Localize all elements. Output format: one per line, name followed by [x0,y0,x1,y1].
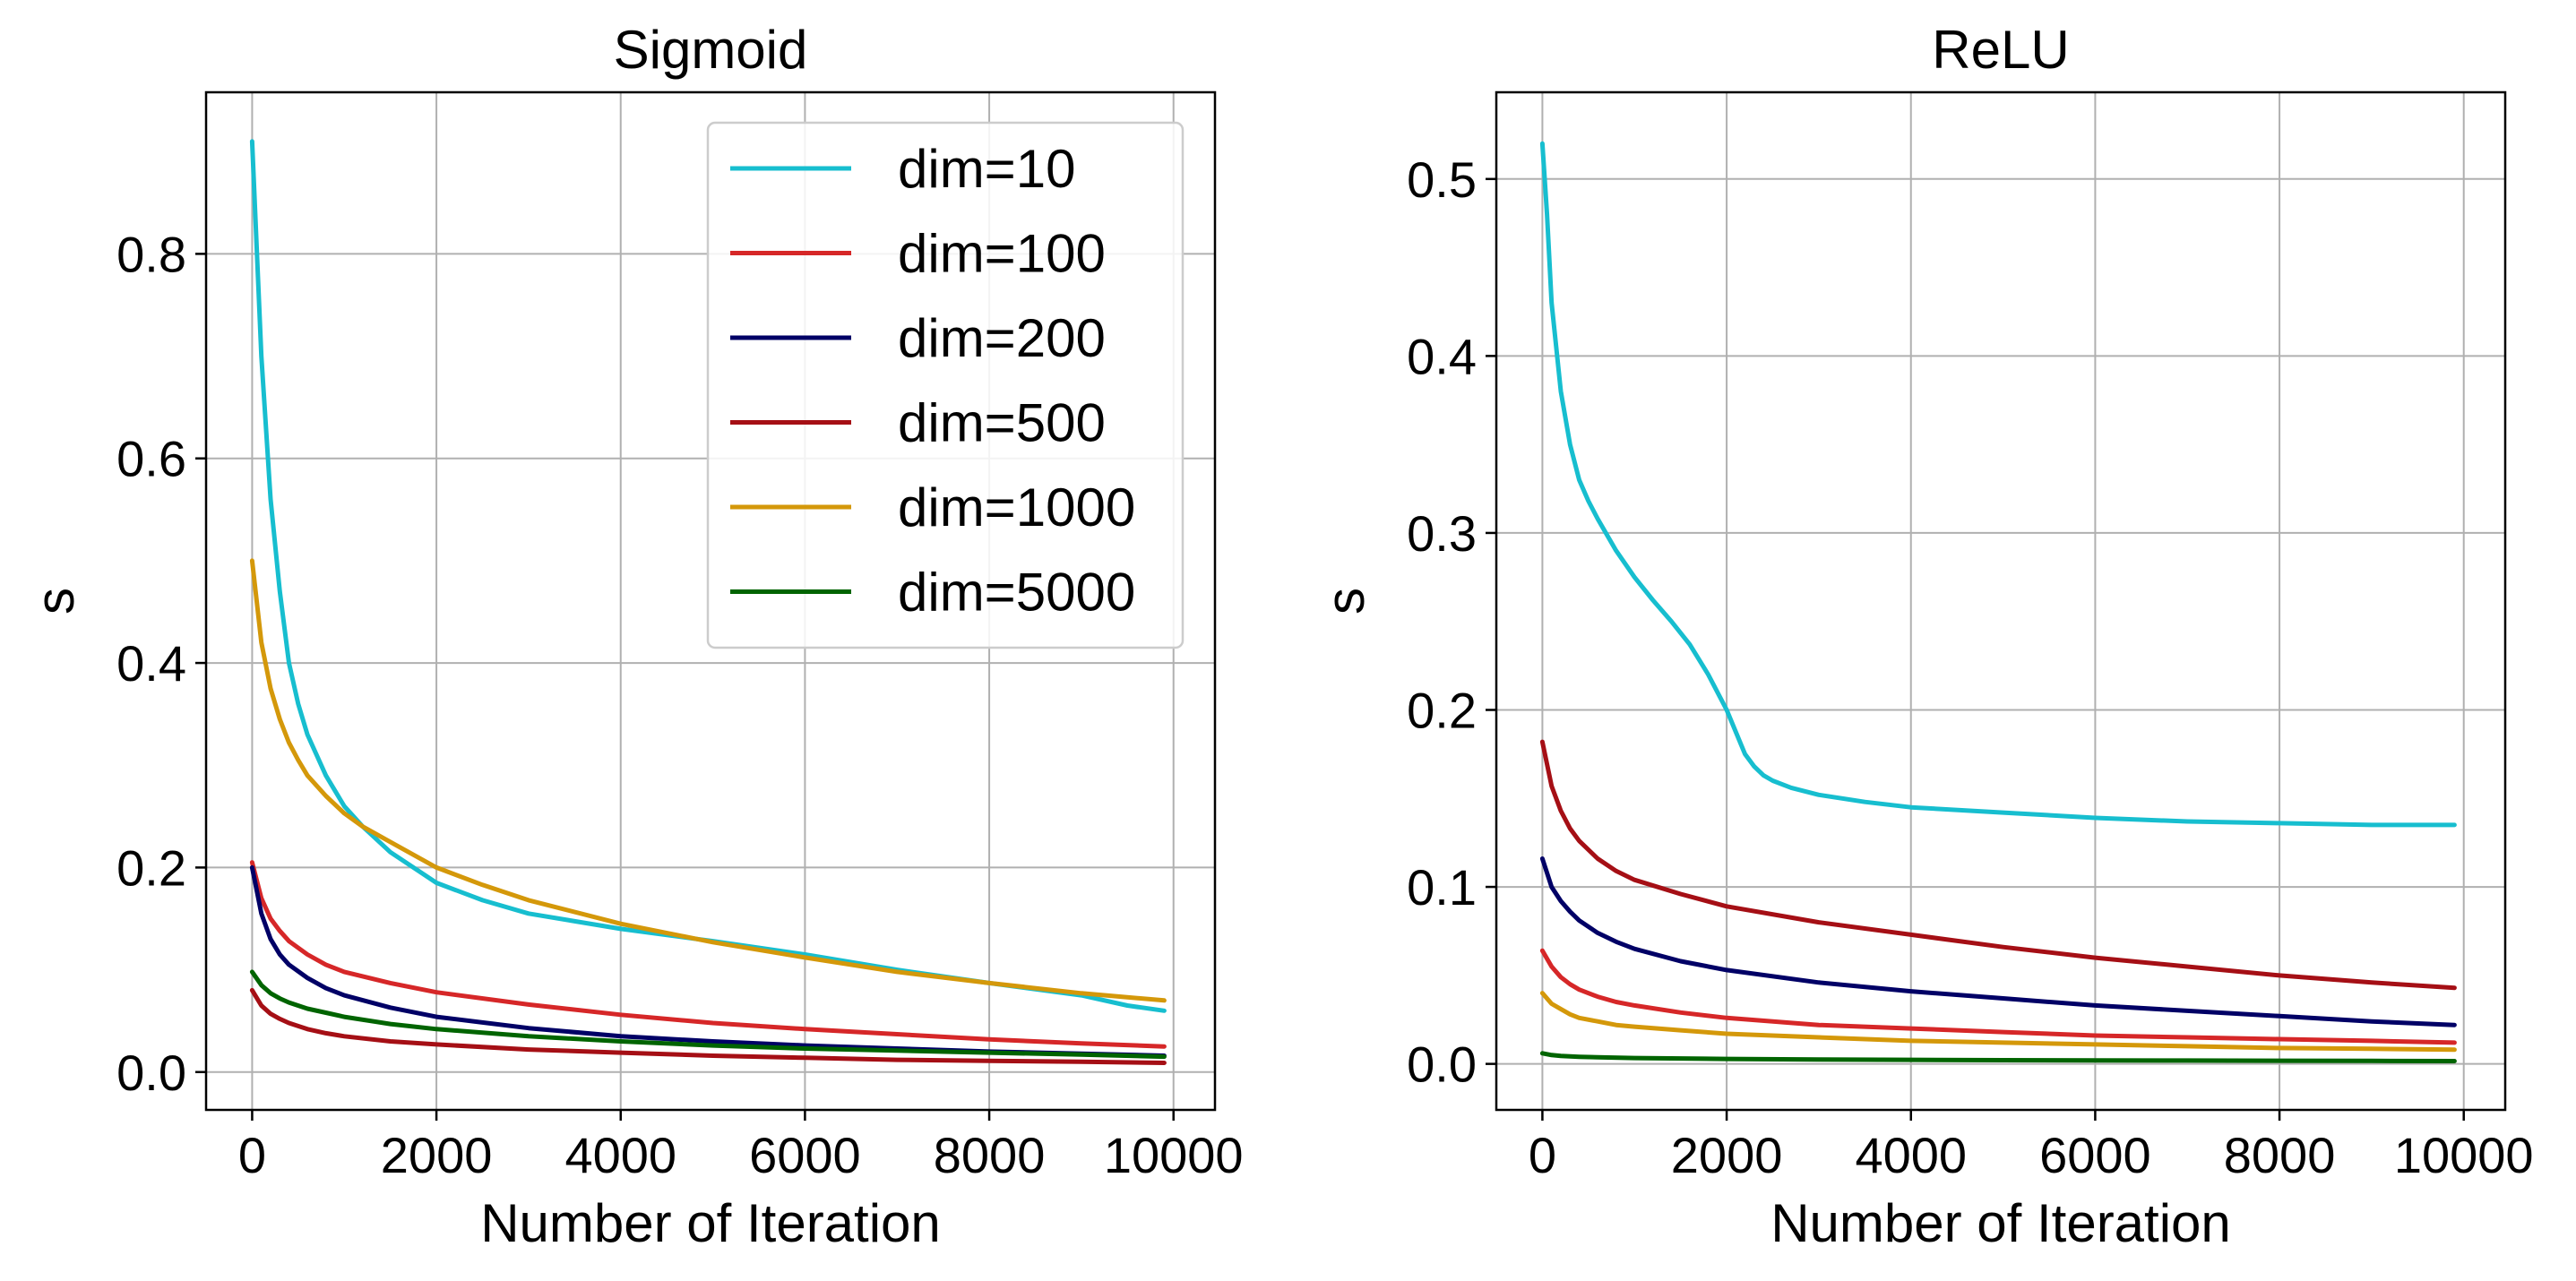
sigmoid-y-tick-label: 0.4 [116,635,186,692]
relu-series-line-dim-200 [1539,856,2457,1027]
sigmoid-series-line-dim-5000 [249,969,1167,1060]
sigmoid-x-tick-label: 10000 [1104,1127,1244,1183]
relu-y-axis-label: s [1315,588,1375,615]
sigmoid-y-tick-label: 0.8 [116,226,186,282]
relu-y-tick-label: 0.4 [1407,328,1477,384]
sigmoid-x-tick-label: 8000 [934,1127,1046,1183]
sigmoid-x-tick-label: 4000 [564,1127,676,1183]
sigmoid-x-tick-label: 0 [238,1127,266,1183]
relu-y-tick-label: 0.5 [1407,151,1477,208]
legend-label-dim-10: dim=10 [898,139,1075,199]
legend-label-dim-5000: dim=5000 [898,563,1135,623]
relu-x-tick-label: 4000 [1855,1127,1967,1183]
legend-label-dim-500: dim=500 [898,393,1106,453]
relu-series [1539,141,2457,1063]
sigmoid-legend: dim=10 dim=100 dim=200 dim=500 dim=1000 dim=5… [706,121,1185,649]
relu-x-axis-label: Number of Iteration [1770,1193,2231,1253]
relu-panel: 0 2000 4000 6000 8000 10000 0.0 0.1 0.2 0.3 0.4 0.5… [1315,20,2534,1253]
sigmoid-y-tick-label: 0.0 [116,1045,186,1101]
relu-x-tick-label: 0 [1529,1127,1556,1183]
relu-y-tick-label: 0.3 [1407,505,1477,562]
relu-x-tick-label: 2000 [1671,1127,1783,1183]
sigmoid-x-tick-label: 6000 [749,1127,861,1183]
relu-title: ReLU [1932,20,2069,80]
legend-label-dim-100: dim=100 [898,224,1106,284]
relu-x-tick-label: 8000 [2224,1127,2336,1183]
relu-grid [1496,92,2505,1110]
relu-y-tick-label: 0.2 [1407,683,1477,739]
relu-series-line-dim-1000 [1539,991,2457,1053]
relu-y-tick-label: 0.1 [1407,859,1477,916]
relu-series-line-dim-5000 [1539,1051,2457,1063]
relu-axes-frame [1495,90,2507,1112]
sigmoid-series [249,139,1167,1065]
sigmoid-series-line-dim-1000 [249,558,1167,1003]
sigmoid-panel: 0 2000 4000 6000 8000 10000 0.0 0.2 0.4 0.6 0.8 Si… [25,20,1244,1253]
relu-x-tick-label: 6000 [2039,1127,2151,1183]
relu-series-line-dim-500 [1539,739,2457,991]
sigmoid-y-tick-label: 0.6 [116,431,186,487]
relu-ticks: 0 2000 4000 6000 8000 10000 0.0 0.1 0.2 0.3 0.4 0.5 [1407,151,2533,1183]
sigmoid-y-axis-label: s [25,588,85,615]
relu-x-tick-label: 10000 [2394,1127,2534,1183]
sigmoid-series-line-dim-100 [249,860,1167,1049]
relu-series-line-dim-10 [1539,141,2457,828]
relu-series-line-dim-100 [1539,948,2457,1045]
sigmoid-x-tick-label: 2000 [381,1127,493,1183]
legend-label-dim-1000: dim=1000 [898,477,1135,537]
relu-y-tick-label: 0.0 [1407,1036,1477,1093]
sigmoid-title: Sigmoid [614,20,808,80]
legend-label-dim-200: dim=200 [898,308,1106,368]
sigmoid-x-axis-label: Number of Iteration [480,1193,941,1253]
sigmoid-axes-frame [204,90,1217,1112]
sigmoid-ticks: 0 2000 4000 6000 8000 10000 0.0 0.2 0.4 0.6 0.8 [116,226,1243,1183]
sigmoid-series-line-dim-500 [249,987,1167,1065]
sigmoid-y-tick-label: 0.2 [116,839,186,896]
